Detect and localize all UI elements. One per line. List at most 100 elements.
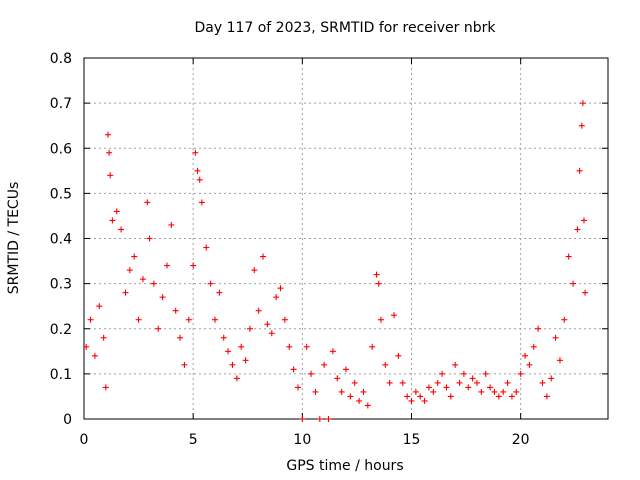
data-point <box>181 361 188 368</box>
x-tick-label: 5 <box>189 432 198 448</box>
grid-layer <box>84 58 608 419</box>
data-point <box>565 253 572 260</box>
data-point <box>500 388 507 395</box>
data-point <box>294 384 301 391</box>
data-point <box>356 397 363 404</box>
data-point <box>456 379 463 386</box>
y-tick-label: 0.1 <box>50 367 72 383</box>
data-point <box>578 122 585 129</box>
y-tick-label: 0.8 <box>50 51 72 67</box>
x-tick-label: 15 <box>403 432 421 448</box>
y-tick-label: 0.2 <box>50 322 72 338</box>
x-tick-label: 10 <box>293 432 311 448</box>
data-point <box>535 325 542 332</box>
data-point <box>430 388 437 395</box>
data-point <box>329 348 336 355</box>
data-point <box>290 366 297 373</box>
data-point <box>316 416 323 422</box>
data-point <box>122 289 129 296</box>
data-point <box>321 361 328 368</box>
data-point <box>126 267 133 274</box>
data-point <box>364 402 371 409</box>
data-point <box>159 294 166 301</box>
data-point <box>576 167 583 174</box>
data-point <box>168 221 175 228</box>
data-point <box>504 379 511 386</box>
data-point <box>312 388 319 395</box>
y-tick-label: 0.3 <box>50 277 72 293</box>
data-point <box>91 352 98 359</box>
data-point <box>375 280 382 287</box>
data-point <box>404 393 411 400</box>
data-point <box>325 416 332 422</box>
data-point <box>251 267 258 274</box>
data-point <box>96 303 103 310</box>
data-point <box>377 316 384 323</box>
data-point <box>526 361 533 368</box>
y-tick-label: 0 <box>63 412 72 428</box>
data-point <box>443 384 450 391</box>
data-point <box>216 289 223 296</box>
data-point <box>118 226 125 233</box>
data-point <box>100 334 107 341</box>
data-point <box>469 375 476 382</box>
data-point <box>556 357 563 364</box>
data-point <box>260 253 267 260</box>
data-point <box>351 379 358 386</box>
data-point <box>434 379 441 386</box>
data-point <box>447 393 454 400</box>
data-point <box>487 384 494 391</box>
data-point <box>192 149 199 156</box>
data-point <box>417 393 424 400</box>
y-axis-label: SRMTID / TECUs <box>6 182 22 295</box>
data-point <box>580 217 587 224</box>
data-point <box>146 235 153 242</box>
data-point <box>190 262 197 269</box>
data-point <box>399 379 406 386</box>
chart-title: Day 117 of 2023, SRMTID for receiver nbr… <box>194 20 496 36</box>
data-point <box>106 149 113 156</box>
data-point <box>543 393 550 400</box>
data-point <box>308 370 315 377</box>
tick-layer: 0 0.1 0.2 0.3 0.4 0.5 0.6 0.7 0.8 0 5 10 15 20 <box>50 51 608 448</box>
data-point <box>268 330 275 337</box>
data-point <box>139 276 146 283</box>
data-point <box>548 375 555 382</box>
data-point <box>439 370 446 377</box>
data-point <box>303 343 310 350</box>
x-axis-label: GPS time / hours <box>286 458 403 474</box>
data-point <box>299 416 306 422</box>
data-point <box>421 397 428 404</box>
data-point <box>113 208 120 215</box>
data-point <box>242 357 249 364</box>
data-point <box>194 167 201 174</box>
data-point <box>155 325 162 332</box>
data-points <box>83 100 589 422</box>
data-point <box>105 131 112 138</box>
y-tick-label: 0.5 <box>50 186 72 202</box>
data-point <box>552 334 559 341</box>
data-point <box>360 388 367 395</box>
data-point <box>198 199 205 206</box>
x-tick-label: 20 <box>512 432 530 448</box>
data-point <box>255 307 262 314</box>
data-point <box>150 280 157 287</box>
data-point <box>203 244 210 251</box>
data-point <box>582 289 589 296</box>
data-point <box>196 176 203 183</box>
data-point <box>135 316 142 323</box>
data-point <box>225 348 232 355</box>
data-point <box>386 379 393 386</box>
data-point <box>382 361 389 368</box>
data-point <box>212 316 218 323</box>
data-point <box>87 316 94 323</box>
data-point <box>570 280 577 287</box>
data-point <box>491 388 498 395</box>
data-point <box>465 384 472 391</box>
data-point <box>233 375 240 382</box>
data-point <box>281 316 288 323</box>
data-point <box>474 379 480 386</box>
data-point <box>343 366 349 373</box>
data-point <box>452 361 459 368</box>
